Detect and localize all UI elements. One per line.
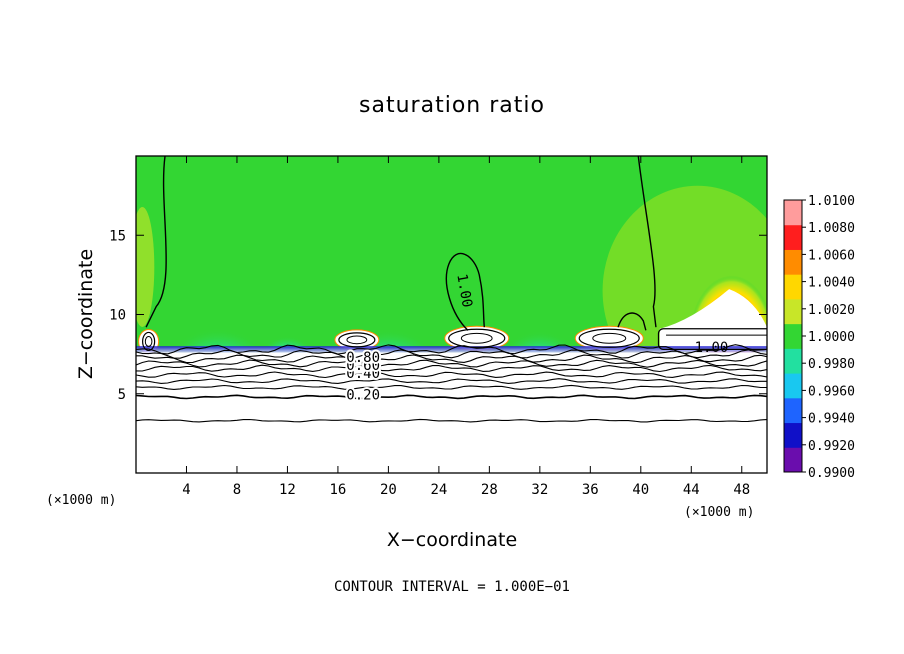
colorbar: 1.0100 1.0080 1.0060 1.0040 1.0020 1.0000 0.99… [783,194,855,481]
contour-line [136,418,767,423]
x-tick-label: 48 [733,482,750,498]
x-unit-label: (×1000 m) [684,505,754,520]
x-tick-label: 32 [531,482,548,498]
contour-line [346,335,368,345]
x-tick-label: 20 [380,482,397,498]
dry-band [136,346,767,355]
contour-line [338,332,376,348]
contour-interval-note: CONTOUR INTERVAL = 1.000E−01 [334,579,570,595]
contour-label: 0.40 [346,366,380,382]
contour-line [136,394,767,400]
colorbar-swatch [784,348,802,374]
colorbar-swatch [784,298,802,325]
colorbar-tick-label: 1.0080 [808,221,855,236]
colorbar-swatch [784,249,802,275]
contour-label: 1.00 [695,340,729,356]
y-unit-label: (×1000 m) [46,493,116,508]
contour-line [445,252,486,331]
contour-line [136,371,767,379]
colorbar-tick-label: 1.0040 [808,276,855,291]
colorbar-tick-label: 1.0060 [808,248,855,263]
colorbar-tick-label: 0.9900 [808,466,855,481]
contour-line [142,331,156,352]
chart-title: saturation ratio [359,93,545,118]
contour-line [637,156,657,328]
x-axis: 4 8 12 16 20 24 28 32 36 40 44 48 [182,156,750,498]
colorbar-tick-label: 0.9920 [808,439,855,454]
contour-label: 0.80 [346,350,380,366]
contour-line [136,349,767,359]
x-tick-label: 12 [279,482,296,498]
x-tick-label: 16 [329,482,346,498]
contour-line [136,344,767,355]
colorbar-swatch [784,200,802,226]
colorbar-tick-label: 1.0020 [808,303,855,318]
contour-line [657,328,767,350]
x-tick-label: 28 [481,482,498,498]
colorbar-swatch [784,397,802,424]
y-axis-label: Z−coordinate [75,249,97,379]
x-axis-label: X−coordinate [387,529,517,551]
colorbar-tick-label: 0.9960 [808,384,855,399]
contour-line [617,312,647,331]
x-tick-label: 44 [683,482,700,498]
y-tick-label: 15 [109,228,126,244]
y-tick-label: 5 [118,387,126,403]
colorbar-tick-label: 1.0000 [808,330,855,345]
contour-line [136,378,767,384]
colorbar-tick-label: 0.9940 [808,412,855,427]
colorbar-swatch [784,422,802,448]
x-tick-label: 36 [582,482,599,498]
contour-line [144,335,153,347]
boundary-layer [136,352,767,473]
colorbar-swatch [784,224,802,250]
contour-label: 0.20 [346,387,380,403]
contour-line [145,156,167,328]
contour-line [578,328,640,348]
y-axis: 5 10 15 [109,228,767,403]
colorbar-swatch [784,323,802,349]
x-tick-label: 8 [233,482,241,498]
colorbar-tick-label: 1.0100 [808,194,855,209]
field-blob [136,206,155,327]
contour-line [460,332,493,344]
contour-line [136,354,767,364]
contour-lines: 0.20 0.400.600.80 1.00 1.00 [136,156,767,423]
saturation-field [136,156,767,473]
contour-line [136,364,767,373]
contour-line [448,328,506,348]
contour-label: 0.60 [346,358,380,374]
colorbar-tick-label: 0.9980 [808,357,855,372]
y-tick-label: 10 [109,308,126,324]
contour-label: 1.00 [453,273,475,309]
contour-line [136,384,767,390]
contour-line [592,332,627,344]
colorbar-swatch [784,274,802,300]
x-tick-label: 24 [430,482,447,498]
x-tick-label: 4 [182,482,190,498]
x-tick-label: 40 [632,482,649,498]
colorbar-swatch [784,373,802,399]
contour-line [136,359,767,368]
colorbar-swatch [784,447,802,473]
